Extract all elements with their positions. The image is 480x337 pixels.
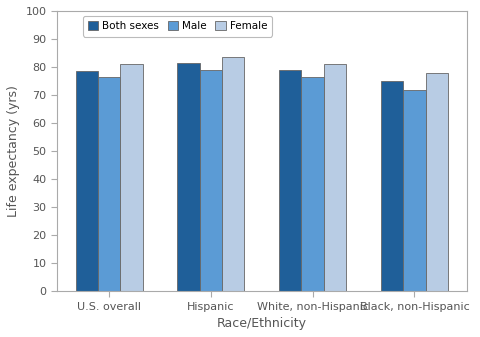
Bar [380,81,402,291]
Bar [301,77,323,291]
Y-axis label: Life expectancy (yrs): Life expectancy (yrs) [7,85,20,217]
Bar [402,90,425,291]
Bar [278,70,301,291]
Bar [98,77,120,291]
Bar [199,70,222,291]
Bar [222,57,244,291]
Bar [425,73,447,291]
Bar [177,63,199,291]
Bar [323,64,346,291]
Bar [120,64,143,291]
Legend: Both sexes, Male, Female: Both sexes, Male, Female [83,16,272,37]
Bar [75,71,98,291]
X-axis label: Race/Ethnicity: Race/Ethnicity [216,317,306,330]
